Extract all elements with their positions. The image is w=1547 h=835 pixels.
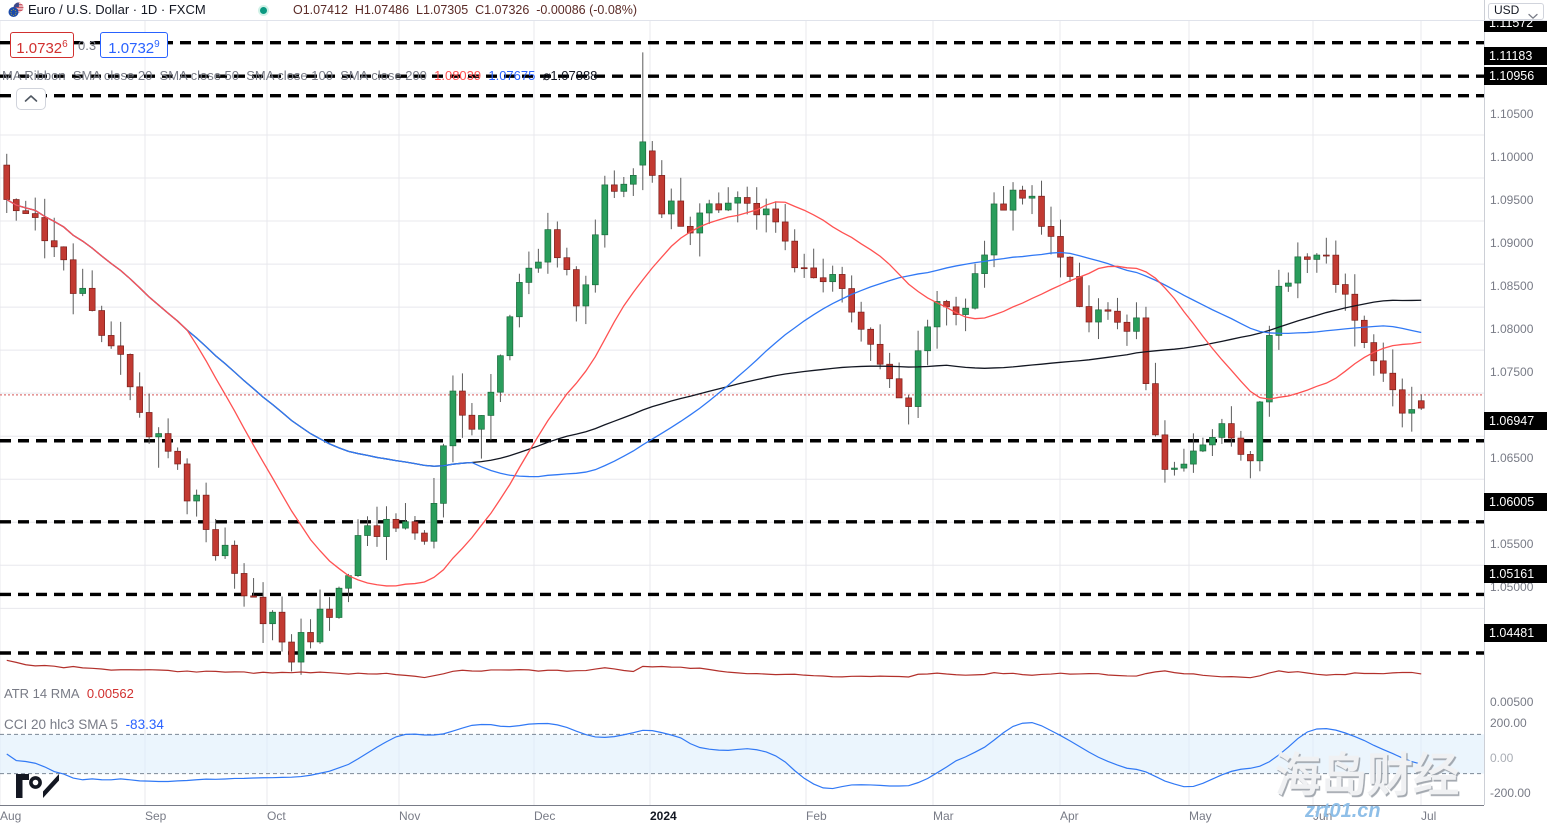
svg-text:海岛财经: 海岛财经	[1275, 749, 1459, 801]
